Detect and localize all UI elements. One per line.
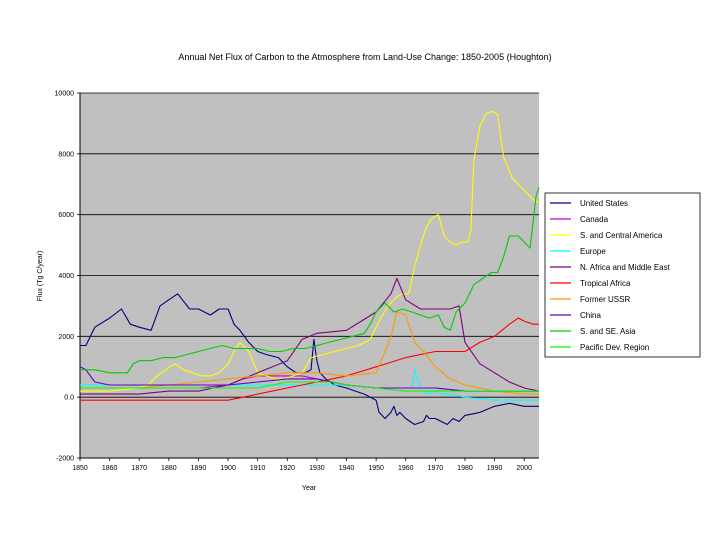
- x-tick-label: 1970: [428, 465, 444, 472]
- x-tick-label: 1900: [220, 465, 236, 472]
- y-tick-label: 2000: [58, 334, 74, 341]
- series-line-former-ussr: [80, 311, 539, 395]
- x-tick-label: 1920: [280, 465, 296, 472]
- legend-entry: N. Africa and Middle East: [580, 263, 671, 272]
- y-tick-label: 8000: [58, 151, 74, 158]
- axes: -2000 0.0 2000 4000 6000 8000 10000 1850 1860 187…: [55, 91, 539, 472]
- x-tick-label: 1910: [250, 465, 266, 472]
- legend-entry: Pacific Dev. Region: [580, 343, 649, 352]
- x-tick-label: 1990: [487, 465, 503, 472]
- x-tick-label: 1940: [339, 465, 355, 472]
- legend-entry: China: [580, 311, 601, 320]
- series-line-s-and-se-asia: [80, 187, 540, 374]
- legend-entry: Former USSR: [580, 295, 630, 304]
- legend-entry: Tropical Africa: [580, 279, 631, 288]
- x-tick-label: 1950: [368, 465, 384, 472]
- x-axis-label: Year: [302, 485, 317, 492]
- y-tick-label: 4000: [58, 273, 74, 280]
- chart-title: Annual Net Flux of Carbon to the Atmosph…: [178, 52, 551, 62]
- x-tick-label: 1860: [102, 465, 118, 472]
- x-tick-label: 1890: [191, 465, 207, 472]
- x-tick-label: 1870: [131, 465, 147, 472]
- y-tick-label: 0.0: [64, 395, 74, 402]
- y-tick-label: 6000: [58, 212, 74, 219]
- series-line-united-states: [80, 293, 539, 426]
- y-axis-label: Flux (Tg C/year): [37, 251, 44, 302]
- legend-entry: S. and SE. Asia: [580, 327, 636, 336]
- legend-entry: Europe: [580, 247, 606, 256]
- series-line-n-africa-and-middle-east: [80, 277, 540, 395]
- x-tick-label: 2000: [516, 465, 532, 472]
- series-line-tropical-africa: [80, 317, 539, 401]
- x-tick-label: 1880: [161, 465, 177, 472]
- x-tick-label: 1850: [72, 465, 88, 472]
- legend: United States Canada S. and Central Americ…: [544, 192, 701, 358]
- legend-entry: Canada: [580, 215, 609, 224]
- x-tick-label: 1980: [457, 465, 473, 472]
- series-line-s-and-central-america: [80, 110, 540, 392]
- legend-entry: S. and Central America: [580, 231, 663, 240]
- legend-box: [544, 192, 701, 358]
- x-tick-label: 1960: [398, 465, 414, 472]
- series-layer: [79, 110, 540, 426]
- legend-entry: United States: [580, 199, 628, 208]
- series-line-pacific-dev-region: [80, 381, 539, 392]
- y-tick-label: 10000: [55, 91, 75, 98]
- x-tick-label: 1930: [309, 465, 325, 472]
- y-tick-label: -2000: [56, 456, 74, 463]
